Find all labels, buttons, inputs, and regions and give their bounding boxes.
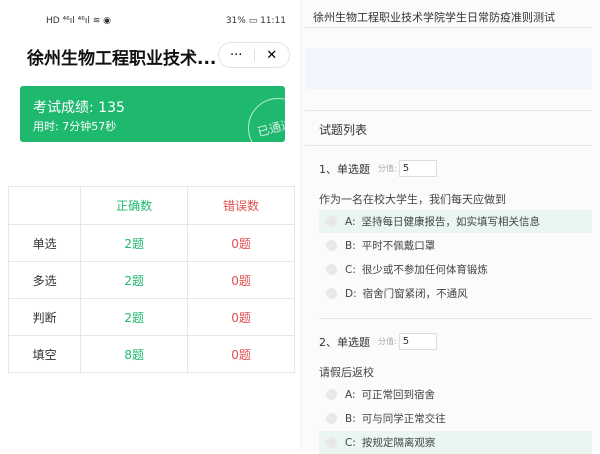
type-cell: 判断 [7, 298, 82, 336]
divider [305, 27, 592, 28]
question-type: 2、单选题 [319, 335, 370, 349]
correct-cell: 2题 [80, 298, 189, 336]
question-header: 1、单选题 分值: 5 [319, 160, 437, 177]
close-button[interactable]: ✕ [266, 47, 278, 63]
correct-cell: 2题 [80, 261, 189, 299]
table-row: 多选 2题 0题 [7, 261, 295, 299]
table-row: 判断 2题 0题 [7, 298, 295, 336]
radio-icon[interactable] [326, 264, 337, 275]
option-text: 平时不佩戴口罩 [361, 240, 436, 252]
exam-panel: 徐州生物工程职业技术学院学生日常防疫准则测试 试题列表 1、单选题 分值: 5 … [300, 0, 600, 454]
option-key: C: [345, 436, 356, 449]
table-row: 单选 2题 0题 [7, 224, 295, 262]
score-label: 分值: [378, 337, 397, 346]
option-c[interactable]: C: 按规定隔离观察 [319, 431, 592, 454]
option-d[interactable]: D: 宿舍门窗紧闭，不通风 [319, 282, 592, 305]
page-title: 徐州生物工程职业技术... [27, 49, 217, 69]
radio-icon[interactable] [326, 413, 337, 424]
header-cell [7, 186, 82, 225]
radio-icon[interactable] [326, 437, 337, 448]
radio-icon[interactable] [326, 288, 337, 299]
option-text: 可正常回到宿舍 [361, 389, 436, 401]
stats-table: 正确数 错误数 单选 2题 0题 多选 2题 0题 判断 2题 0题 填空 8题 0题 [7, 186, 295, 373]
option-key: A: [345, 215, 356, 228]
more-button[interactable]: ··· [230, 47, 243, 63]
divider [305, 110, 592, 111]
option-key: B: [345, 412, 356, 425]
info-band [305, 48, 592, 89]
score-card: 考试成绩: 135 用时: 7分钟57秒 已通过 [20, 86, 285, 142]
mini-program-capsule: ··· ✕ [218, 42, 290, 68]
wrong-cell: 0题 [187, 335, 295, 373]
option-key: C: [345, 263, 356, 276]
question-type: 1、单选题 [319, 162, 370, 176]
question-text: 作为一名在校大学生，我们每天应做到 [319, 193, 506, 206]
option-a[interactable]: A: 可正常回到宿舍 [319, 383, 592, 406]
exam-title: 徐州生物工程职业技术学院学生日常防疫准则测试 [313, 11, 555, 24]
radio-icon[interactable] [326, 240, 337, 251]
option-text: 可与同学正常交往 [361, 413, 446, 425]
type-cell: 填空 [7, 335, 82, 373]
type-cell: 多选 [7, 261, 82, 299]
wrong-cell: 0题 [187, 261, 295, 299]
option-text: 坚持每日健康报告，如实填写相关信息 [361, 216, 541, 228]
passed-stamp: 已通过 [248, 98, 285, 142]
radio-icon[interactable] [326, 216, 337, 227]
exam-score: 考试成绩: 135 [33, 100, 125, 116]
option-text: 很少或不参加任何体育锻炼 [361, 264, 488, 276]
score-label: 分值: [378, 164, 397, 173]
signal-icons: HD ⁴⁶ıl ⁴⁶ıl ≋ ◉ [46, 16, 111, 26]
table-header: 正确数 错误数 [7, 186, 295, 225]
correct-cell: 2题 [80, 224, 189, 262]
score-input[interactable]: 5 [398, 160, 437, 177]
divider [305, 145, 592, 146]
passed-stamp-text: 已通过 [255, 116, 285, 140]
option-a[interactable]: A: 坚持每日健康报告，如实填写相关信息 [319, 210, 592, 233]
wrong-cell: 0题 [187, 224, 295, 262]
battery-level: 31% [225, 16, 246, 26]
type-cell: 单选 [7, 224, 82, 262]
header-wrong: 错误数 [187, 186, 295, 225]
option-key: D: [345, 287, 357, 300]
divider [253, 49, 255, 61]
radio-icon[interactable] [326, 389, 337, 400]
result-panel: HD ⁴⁶ıl ⁴⁶ıl ≋ ◉ 31% ▭ 11:11 徐州生物工程职业技术.… [0, 0, 300, 450]
question-list-title: 试题列表 [319, 123, 368, 137]
status-bar: HD ⁴⁶ıl ⁴⁶ıl ≋ ◉ 31% ▭ 11:11 [46, 16, 286, 26]
score-input[interactable]: 5 [398, 333, 437, 350]
header-correct: 正确数 [80, 186, 189, 225]
wrong-cell: 0题 [187, 298, 295, 336]
option-c[interactable]: C: 很少或不参加任何体育锻炼 [319, 258, 592, 281]
question-header: 2、单选题 分值: 5 [319, 333, 437, 350]
option-key: A: [345, 388, 356, 401]
option-text: 按规定隔离观察 [361, 437, 436, 449]
option-b[interactable]: B: 平时不佩戴口罩 [319, 234, 592, 257]
correct-cell: 8题 [80, 335, 189, 373]
question-text: 请假后返校 [319, 366, 374, 379]
clock: 11:11 [260, 16, 286, 26]
table-row: 填空 8题 0题 [7, 335, 295, 373]
time-used: 用时: 7分钟57秒 [33, 120, 117, 133]
option-text: 宿舍门窗紧闭，不通风 [362, 288, 468, 300]
divider [319, 318, 592, 319]
option-key: B: [345, 239, 356, 252]
option-b[interactable]: B: 可与同学正常交往 [319, 407, 592, 430]
